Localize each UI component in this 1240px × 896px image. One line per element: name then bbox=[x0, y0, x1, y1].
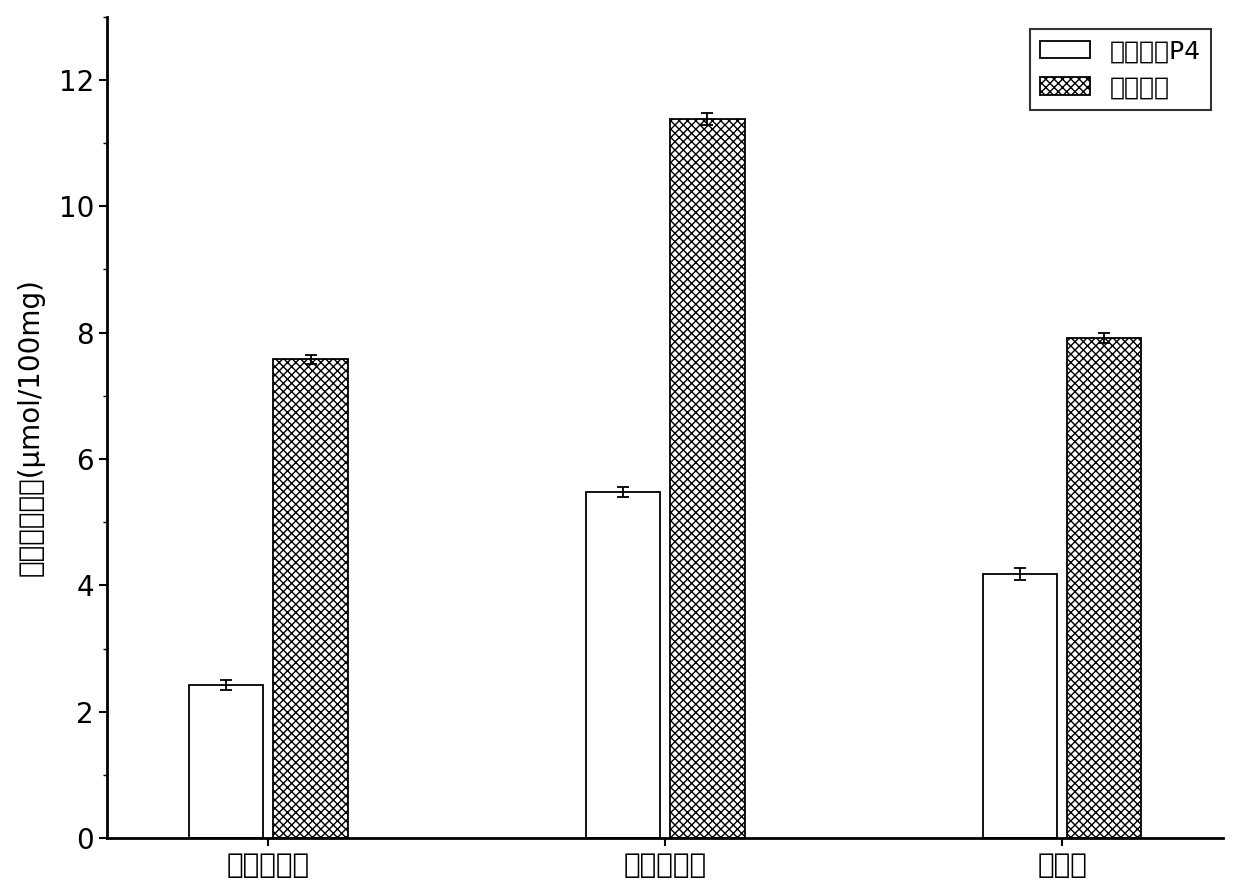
Bar bbox=[188, 685, 263, 838]
Y-axis label: 胆酸盐结合量(μmol/100mg): 胆酸盐结合量(μmol/100mg) bbox=[16, 279, 45, 576]
Bar bbox=[273, 359, 347, 838]
Bar bbox=[983, 574, 1058, 838]
Bar bbox=[1068, 338, 1142, 838]
Bar bbox=[670, 119, 744, 838]
Legend: 纯化多糖P4, 考来烯胺: 纯化多糖P4, 考来烯胺 bbox=[1029, 30, 1210, 109]
Bar bbox=[585, 492, 660, 838]
